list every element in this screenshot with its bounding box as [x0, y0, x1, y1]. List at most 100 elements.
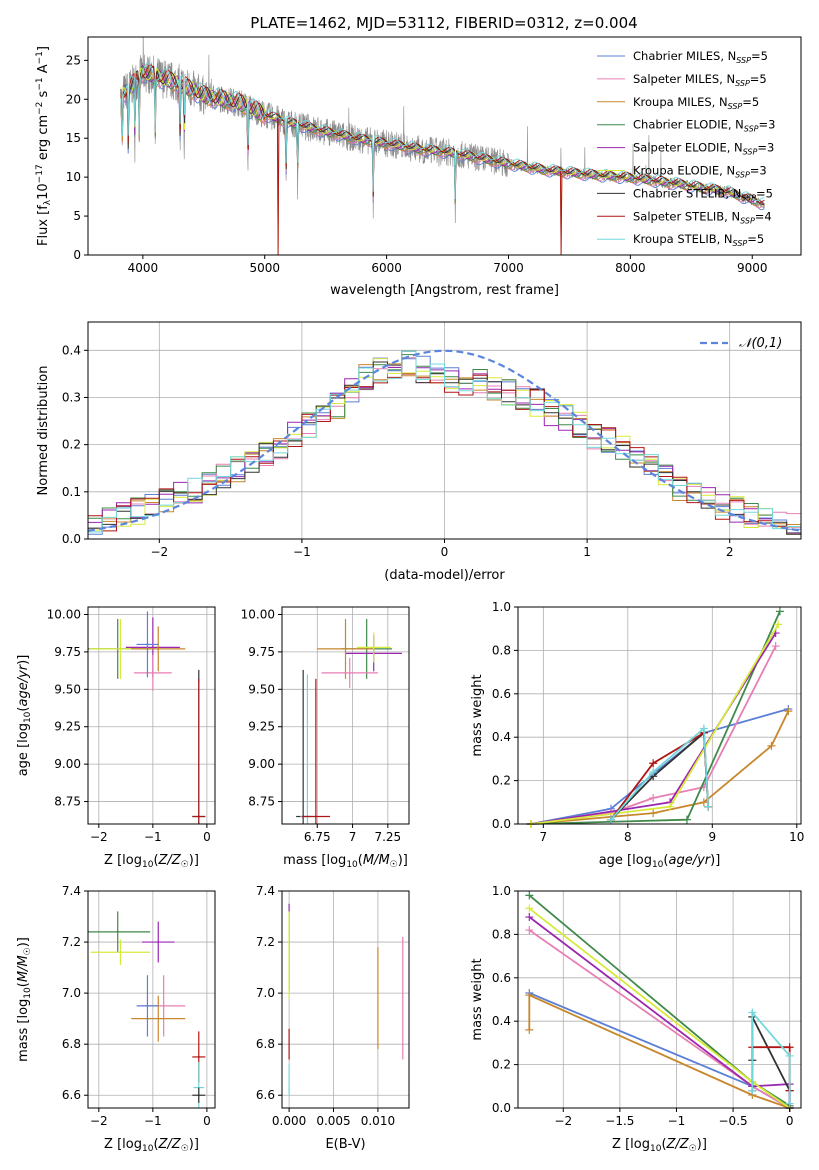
y-tick-label: 0.1: [62, 485, 81, 499]
legend-entry: Kroupa STELIB, NSSP=5: [633, 232, 764, 248]
weight-marker: [748, 1086, 757, 1095]
model-spectrum-8: [120, 62, 765, 202]
weight-marker: [771, 642, 780, 651]
data-point: [119, 647, 122, 650]
legend-sub: SSP: [744, 125, 759, 134]
chart-mass-vs-ebv: 0.000 0.005 0.010 6.6 6.8 7.0 7.2 7.4 E(B-V): [256, 884, 410, 1152]
data-point: [162, 1004, 165, 1007]
data-point: [348, 671, 351, 674]
weight-marker: [649, 767, 658, 776]
x-tick-label: −2: [150, 545, 168, 559]
weight-marker: [767, 741, 776, 750]
y-axis-label: age [log10(age/yr)]: [16, 655, 33, 777]
weight-marker: [699, 798, 708, 807]
weight-marker: [649, 793, 658, 802]
legend-entry: Chabrier ELODIE, NSSP=3: [633, 118, 775, 134]
y-tick-label: 9.00: [54, 757, 81, 771]
legend-entry: Kroupa ELODIE, NSSP=3: [633, 164, 767, 180]
weight-marker: [606, 815, 615, 824]
chart-spectrum: 4000 5000 6000 7000 8000 9000 0 5 10 15 20 25 wavele…: [35, 36, 802, 298]
weight-marker: [525, 926, 534, 935]
legend-nssp: =5: [742, 95, 759, 109]
x-tick-label: −1: [144, 1114, 162, 1128]
x-tick-label: 0: [786, 1114, 794, 1128]
x-tick-label: −1.5: [605, 1114, 634, 1128]
data-point: [146, 643, 149, 646]
weight-line-5: [530, 623, 779, 825]
legend-sub: SSP: [736, 56, 751, 65]
data-point: [116, 930, 119, 933]
y-tick-label: 7.2: [62, 935, 81, 949]
mass-vs-Z-frame: [87, 890, 216, 1109]
chart-age-vs-Z: −2 −1 0 8.75 9.00 9.25 9.50 9.75 10.00 Z [log10(Z…: [16, 606, 216, 870]
y-tick-label: 0.4: [492, 1014, 511, 1028]
y-tick-label: 10.00: [47, 607, 81, 621]
x-tick-label: −2: [554, 1114, 572, 1128]
legend-sub: SSP: [735, 171, 750, 180]
x-axis-label: Z [log10(Z/Z☉)]: [104, 853, 199, 870]
data-point: [146, 1004, 149, 1007]
y-tick-label: 0: [73, 248, 81, 262]
legend-nssp: =5: [747, 232, 764, 246]
y-axis-label: mass weight: [470, 958, 485, 1040]
x-tick-label: 5000: [249, 261, 280, 275]
weight-marker: [785, 1051, 794, 1060]
weight-marker: [774, 620, 783, 629]
legend-nssp: =4: [755, 209, 772, 223]
normal-curve: [87, 349, 802, 532]
chart-residuals: −2 −1 0 1 2 0.0 0.1 0.2 0.3 0.4 (data-model)/error…: [36, 321, 802, 583]
y-tick-label: 7.4: [256, 884, 275, 898]
y-tick-label: 9.75: [54, 645, 81, 659]
x-tick-label: −1: [668, 1114, 686, 1128]
y-tick-label: 5: [73, 209, 81, 223]
weight-marker: [525, 891, 534, 900]
y-axis-label: mass [log10(M/M☉)]: [16, 937, 33, 1062]
weight-marker: [704, 802, 713, 811]
x-tick-label: 10: [789, 830, 804, 844]
chart-mass-weight-vs-Z: −2 −1.5 −1 −0.5 0 0.0 0.2 0.4 0.6 0.8 1.0 Z [log10(…: [470, 884, 802, 1154]
legend-sub: SSP: [743, 148, 758, 157]
y-tick-label: 0.4: [492, 730, 511, 744]
x-tick-label: 0.005: [316, 1114, 350, 1128]
y-tick-label: 9.25: [248, 720, 275, 734]
data-point: [119, 951, 122, 954]
weight-marker: [682, 815, 691, 824]
y-tick-label: 7.0: [256, 986, 275, 1000]
mass-weight-vs-age-grid: [518, 606, 801, 825]
legend-nssp: =5: [750, 72, 767, 86]
x-tick-label: 6000: [371, 261, 402, 275]
chart-mass-vs-Z: −2 −1 0 6.6 6.8 7.0 7.2 7.4 Z [log10(Z/Z☉)] mass …: [16, 884, 216, 1154]
y-tick-label: 0.8: [492, 643, 511, 657]
y-tick-label: 0.6: [492, 687, 511, 701]
data-point: [344, 647, 347, 650]
x-tick-label: 9000: [737, 261, 768, 275]
weight-marker: [525, 1025, 534, 1034]
data-point: [197, 815, 200, 818]
figure-title: PLATE=1462, MJD=53112, FIBERID=0312, z=0…: [250, 14, 637, 32]
x-tick-label: 9: [708, 830, 716, 844]
spectrum-legend: Chabrier MILES, NSSP=5 Salpeter MILES, NS…: [597, 49, 775, 248]
chart-age-vs-mass: 6.75 7 7.25 8.75 9.00 9.25 9.50 9.75 10.00 mass […: [241, 606, 410, 870]
y-tick-label: 0.4: [62, 343, 81, 357]
y-tick-label: 9.00: [248, 757, 275, 771]
y-tick-label: 0.0: [62, 532, 81, 546]
y-tick-label: 6.6: [62, 1088, 81, 1102]
y-tick-label: 0.2: [62, 438, 81, 452]
legend-nssp: =5: [756, 186, 773, 200]
weight-marker: [649, 759, 658, 768]
data-point: [151, 646, 154, 649]
x-tick-label: −0.5: [719, 1114, 748, 1128]
y-tick-label: 6.6: [256, 1088, 275, 1102]
legend-sub: SSP: [741, 193, 756, 202]
y-tick-label: 10: [66, 170, 81, 184]
x-tick-label: 7000: [493, 261, 524, 275]
y-tick-label: 20: [66, 92, 81, 106]
y-tick-label: 0.2: [492, 1058, 511, 1072]
x-tick-label: 0.000: [272, 1114, 306, 1128]
age-vs-mass-frame: [281, 606, 410, 825]
y-tick-label: 8.75: [248, 795, 275, 809]
x-tick-label: 0: [203, 830, 211, 844]
legend-nssp: =5: [751, 49, 768, 63]
weight-marker: [748, 1008, 757, 1017]
